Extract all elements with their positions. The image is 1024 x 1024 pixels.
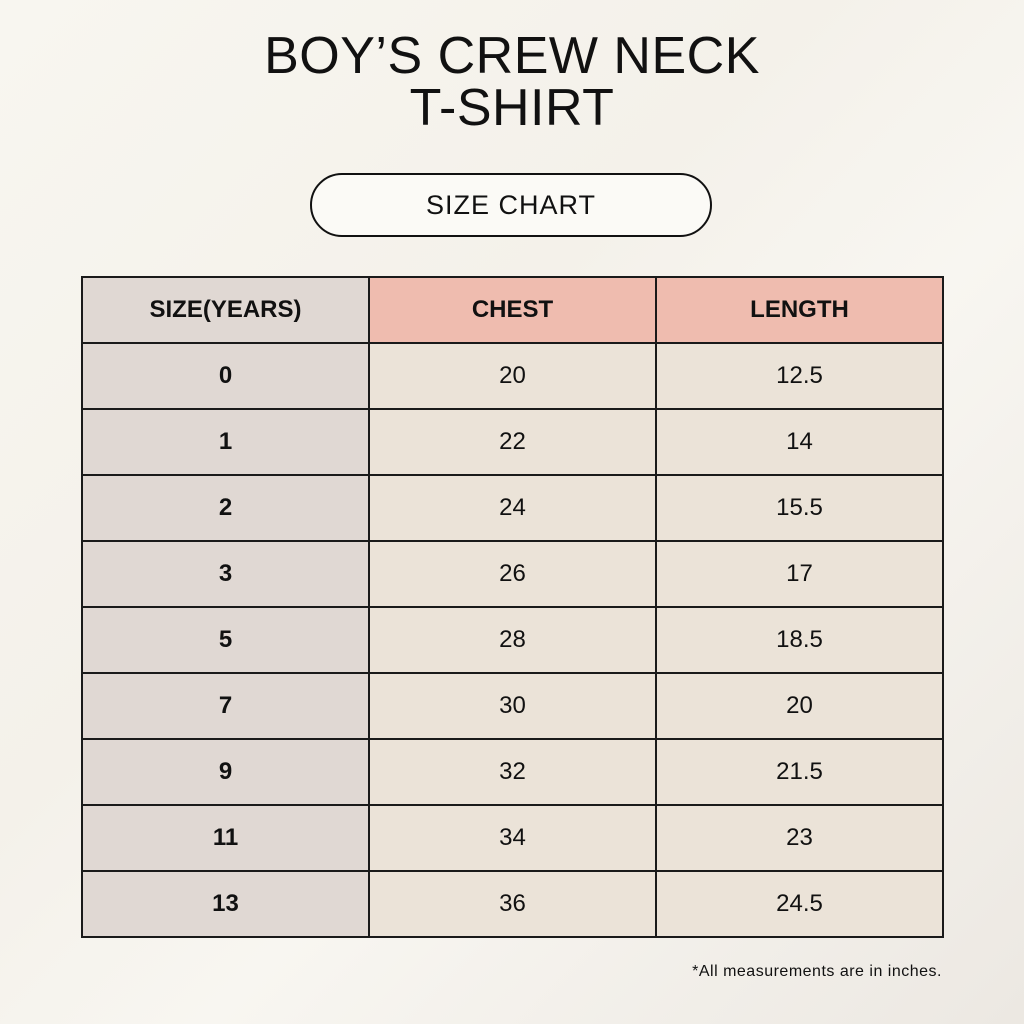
chest-cell: 34 [368, 804, 657, 872]
table-row: 2 24 15.5 [81, 474, 944, 542]
length-cell: 17 [655, 540, 944, 608]
length-cell: 18.5 [655, 606, 944, 674]
size-cell: 5 [81, 606, 370, 674]
table-row: 7 30 20 [81, 672, 944, 740]
page-title: BOY’S CREW NECK T-SHIRT [0, 30, 1024, 134]
chest-cell: 26 [368, 540, 657, 608]
size-cell: 3 [81, 540, 370, 608]
chest-cell: 24 [368, 474, 657, 542]
table-row: 5 28 18.5 [81, 606, 944, 674]
title-line-2: T-SHIRT [409, 79, 615, 137]
header-chest: CHEST [368, 276, 657, 344]
length-cell: 24.5 [655, 870, 944, 938]
chest-cell: 20 [368, 342, 657, 410]
length-cell: 12.5 [655, 342, 944, 410]
header-length: LENGTH [655, 276, 944, 344]
length-cell: 20 [655, 672, 944, 740]
length-cell: 23 [655, 804, 944, 872]
size-chart-label: SIZE CHART [310, 173, 712, 237]
size-cell: 9 [81, 738, 370, 806]
size-table: SIZE(YEARS) CHEST LENGTH 0 20 12.5 1 22 14 2 24… [81, 276, 944, 938]
chest-cell: 32 [368, 738, 657, 806]
length-cell: 21.5 [655, 738, 944, 806]
table-row: 11 34 23 [81, 804, 944, 872]
size-cell: 11 [81, 804, 370, 872]
size-cell: 0 [81, 342, 370, 410]
chest-cell: 30 [368, 672, 657, 740]
measurement-note: *All measurements are in inches. [692, 963, 942, 980]
length-cell: 14 [655, 408, 944, 476]
length-cell: 15.5 [655, 474, 944, 542]
size-cell: 13 [81, 870, 370, 938]
table-row: 1 22 14 [81, 408, 944, 476]
table-row: 3 26 17 [81, 540, 944, 608]
chest-cell: 22 [368, 408, 657, 476]
title-line-1: BOY’S CREW NECK [264, 27, 760, 85]
size-cell: 2 [81, 474, 370, 542]
size-cell: 1 [81, 408, 370, 476]
table-header-row: SIZE(YEARS) CHEST LENGTH [81, 276, 944, 344]
table-row: 0 20 12.5 [81, 342, 944, 410]
chest-cell: 36 [368, 870, 657, 938]
size-cell: 7 [81, 672, 370, 740]
table-row: 9 32 21.5 [81, 738, 944, 806]
chest-cell: 28 [368, 606, 657, 674]
table-row: 13 36 24.5 [81, 870, 944, 938]
header-size: SIZE(YEARS) [81, 276, 370, 344]
